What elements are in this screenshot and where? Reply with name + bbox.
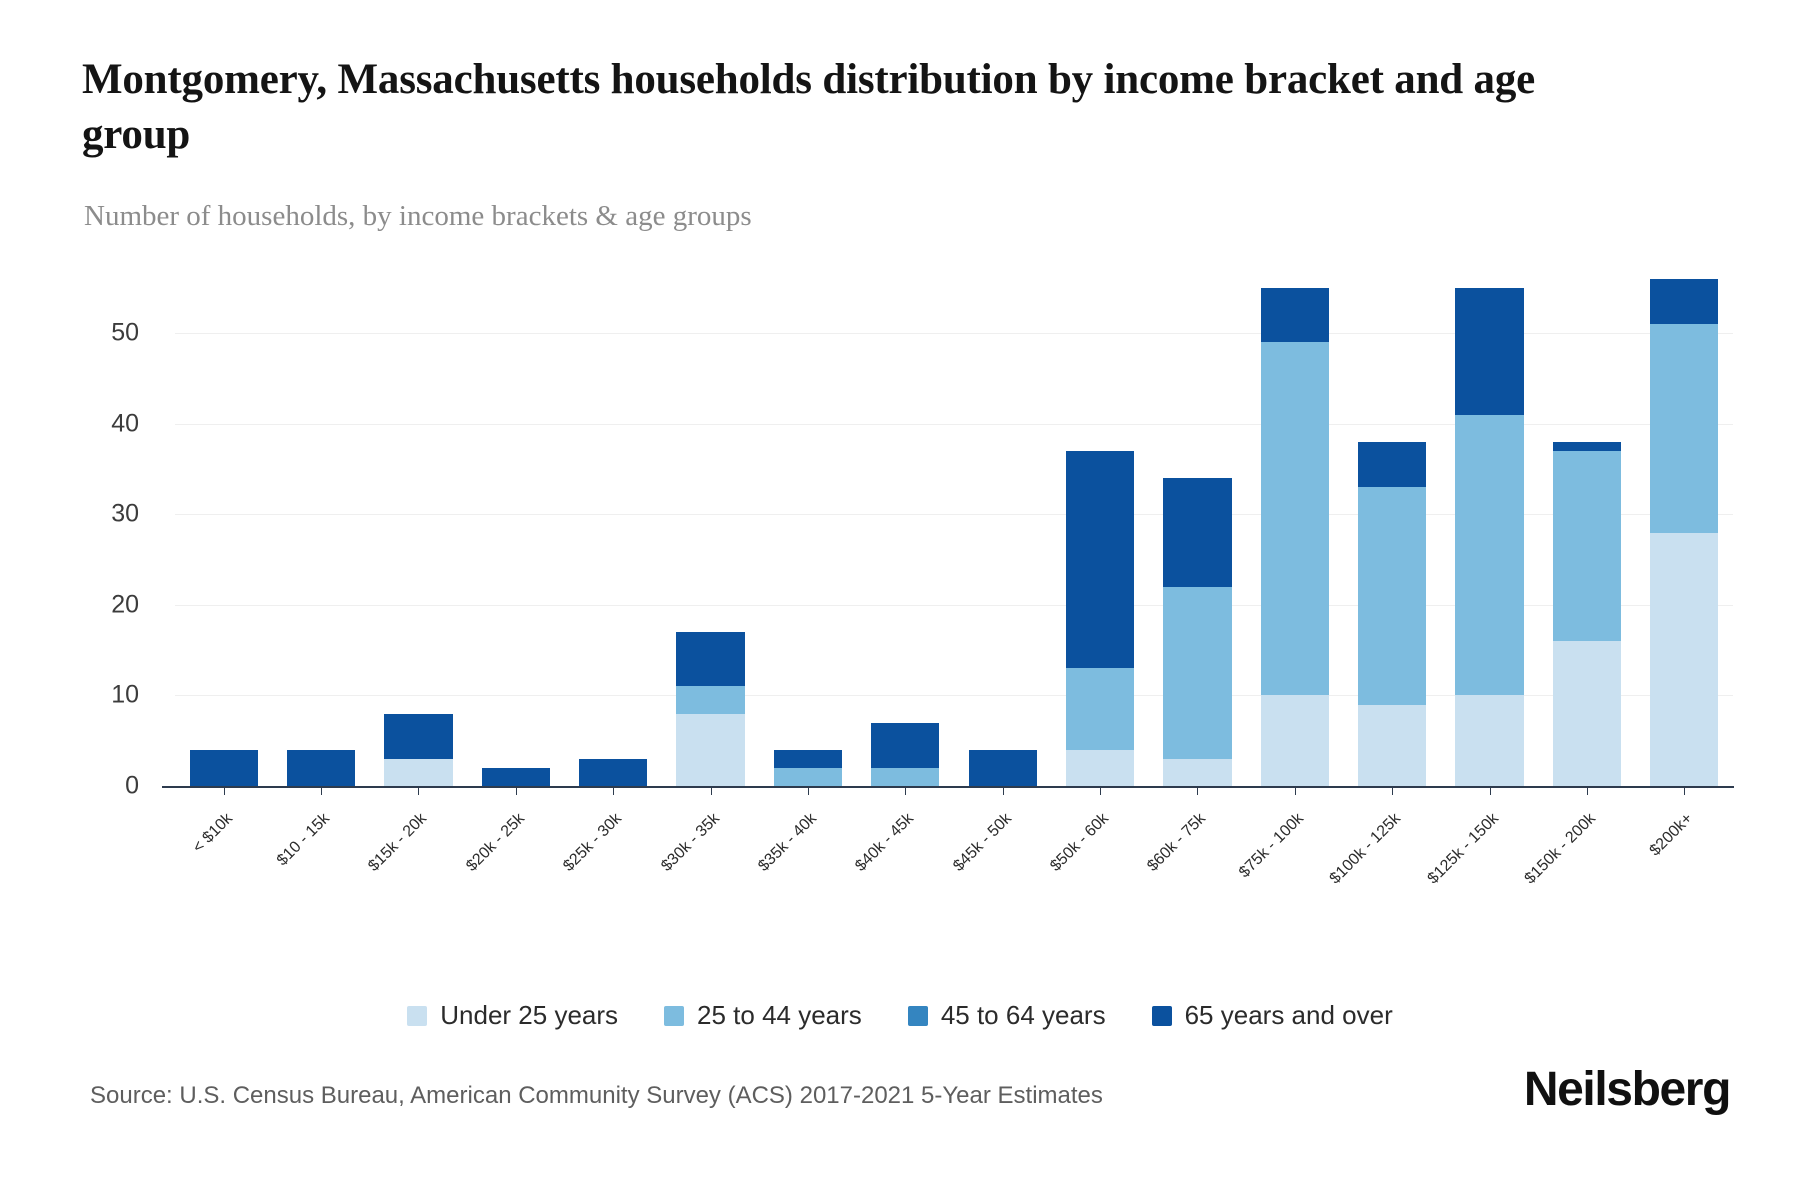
gridline bbox=[175, 423, 1733, 425]
x-axis-tick bbox=[1100, 786, 1102, 795]
x-axis-tick bbox=[1392, 786, 1394, 795]
legend-label: 45 to 64 years bbox=[940, 1000, 1106, 1030]
bar-stack[interactable] bbox=[773, 749, 842, 786]
bar-segment[interactable] bbox=[1260, 342, 1329, 696]
gridline bbox=[175, 514, 1733, 516]
x-axis-tick bbox=[418, 786, 420, 795]
bar-segment[interactable] bbox=[1065, 749, 1135, 786]
x-axis-tick bbox=[1489, 786, 1491, 795]
bar-segment[interactable] bbox=[1260, 288, 1329, 343]
y-axis-tick-label: 30 bbox=[111, 499, 139, 528]
bar-segment[interactable] bbox=[1455, 695, 1524, 786]
bar-segment[interactable] bbox=[1065, 451, 1135, 669]
x-axis-line bbox=[162, 786, 1734, 788]
legend-swatch-icon bbox=[664, 1005, 685, 1026]
bar-segment[interactable] bbox=[1455, 288, 1524, 415]
bar-segment[interactable] bbox=[1358, 704, 1427, 786]
bar-stack[interactable] bbox=[1552, 442, 1621, 786]
bar-stack[interactable] bbox=[286, 749, 356, 786]
bar-segment[interactable] bbox=[1650, 324, 1719, 533]
bar-segment[interactable] bbox=[1650, 279, 1719, 325]
bar-stack[interactable] bbox=[1455, 288, 1524, 786]
x-axis-tick bbox=[710, 786, 712, 795]
y-axis-tick-label: 10 bbox=[111, 680, 139, 709]
gridline bbox=[175, 333, 1733, 335]
bar-segment[interactable] bbox=[1455, 414, 1524, 696]
bar-segment[interactable] bbox=[773, 749, 842, 768]
legend-item[interactable]: 45 to 64 years bbox=[907, 1000, 1106, 1031]
bar-stack[interactable] bbox=[579, 758, 648, 786]
bar-segment[interactable] bbox=[384, 758, 453, 786]
legend-label: 25 to 44 years bbox=[697, 1000, 862, 1030]
legend-swatch-icon bbox=[1151, 1005, 1172, 1026]
x-axis-tick bbox=[905, 786, 907, 795]
bar-segment[interactable] bbox=[384, 713, 453, 759]
bar-segment[interactable] bbox=[1552, 451, 1621, 642]
legend-swatch-icon bbox=[907, 1005, 928, 1026]
x-axis-tick bbox=[223, 786, 225, 795]
x-axis-tick bbox=[807, 786, 809, 795]
bar-stack[interactable] bbox=[1163, 478, 1232, 786]
y-axis-tick-label: 40 bbox=[111, 409, 139, 438]
gridline bbox=[175, 695, 1733, 697]
page-subtitle: Number of households, by income brackets… bbox=[84, 200, 752, 232]
bar-segment[interactable] bbox=[1358, 442, 1427, 488]
x-axis-tick bbox=[613, 786, 615, 795]
bar-stack[interactable] bbox=[481, 767, 550, 786]
legend-item[interactable]: Under 25 years bbox=[407, 1000, 618, 1031]
x-axis-tick bbox=[1197, 786, 1199, 795]
bar-segment[interactable] bbox=[1650, 532, 1719, 786]
legend-label: 65 years and over bbox=[1184, 1000, 1393, 1030]
x-axis-tick bbox=[1684, 786, 1686, 795]
bar-stack[interactable] bbox=[871, 722, 940, 786]
bar-stack[interactable] bbox=[1650, 279, 1719, 786]
bar-segment[interactable] bbox=[1552, 442, 1621, 452]
bar-segment[interactable] bbox=[579, 758, 648, 786]
page-title: Montgomery, Massachusetts households dis… bbox=[82, 56, 1536, 159]
bar-stack[interactable] bbox=[968, 749, 1037, 786]
bar-segment[interactable] bbox=[1260, 695, 1329, 786]
bar-segment[interactable] bbox=[286, 749, 356, 786]
bar-segment[interactable] bbox=[871, 722, 940, 768]
bar-segment[interactable] bbox=[676, 713, 745, 786]
bar-segment[interactable] bbox=[1358, 487, 1427, 705]
legend-item[interactable]: 65 years and over bbox=[1151, 1000, 1393, 1031]
bar-segment[interactable] bbox=[1065, 668, 1135, 750]
bar-stack[interactable] bbox=[1358, 442, 1427, 786]
legend-swatch-icon bbox=[407, 1005, 428, 1026]
gridline bbox=[175, 604, 1733, 606]
bar-stack[interactable] bbox=[676, 632, 745, 786]
bar-stack[interactable] bbox=[189, 749, 258, 786]
y-axis-tick-label: 50 bbox=[111, 318, 139, 347]
bar-segment[interactable] bbox=[676, 632, 745, 687]
bar-segment[interactable] bbox=[773, 767, 842, 786]
bar-segment[interactable] bbox=[1552, 641, 1621, 786]
brand-logo: Neilsberg bbox=[1523, 1063, 1732, 1116]
y-axis-tick-label: 20 bbox=[111, 590, 139, 619]
bar-stack[interactable] bbox=[384, 713, 453, 786]
y-axis-tick-label: 0 bbox=[125, 771, 139, 800]
legend-item[interactable]: 25 to 44 years bbox=[664, 1000, 862, 1031]
bar-stack[interactable] bbox=[1260, 288, 1329, 786]
bar-segment[interactable] bbox=[968, 749, 1037, 786]
x-axis-tick bbox=[1586, 786, 1588, 795]
bar-segment[interactable] bbox=[189, 749, 258, 786]
x-axis-tick bbox=[1294, 786, 1296, 795]
bar-segment[interactable] bbox=[1163, 478, 1232, 587]
chart-legend: Under 25 years 25 to 44 years 45 to 64 yea… bbox=[0, 1000, 1800, 1031]
bar-segment[interactable] bbox=[1163, 758, 1232, 786]
bar-segment[interactable] bbox=[481, 767, 550, 786]
x-axis-tick bbox=[1002, 786, 1004, 795]
bar-segment[interactable] bbox=[1163, 586, 1232, 759]
bar-stack[interactable] bbox=[1065, 451, 1135, 786]
bar-series-group bbox=[175, 270, 1733, 786]
bar-segment[interactable] bbox=[676, 686, 745, 714]
x-axis-tick bbox=[321, 786, 323, 795]
legend-label: Under 25 years bbox=[440, 1000, 619, 1030]
bar-segment[interactable] bbox=[871, 767, 940, 786]
plot-area: 0 10 20 30 40 50 < $10k $10 - 15k $15k - 20k $20… bbox=[111, 270, 1734, 887]
x-axis-tick bbox=[515, 786, 517, 795]
source-note: Source: U.S. Census Bureau, American Com… bbox=[90, 1082, 1103, 1109]
